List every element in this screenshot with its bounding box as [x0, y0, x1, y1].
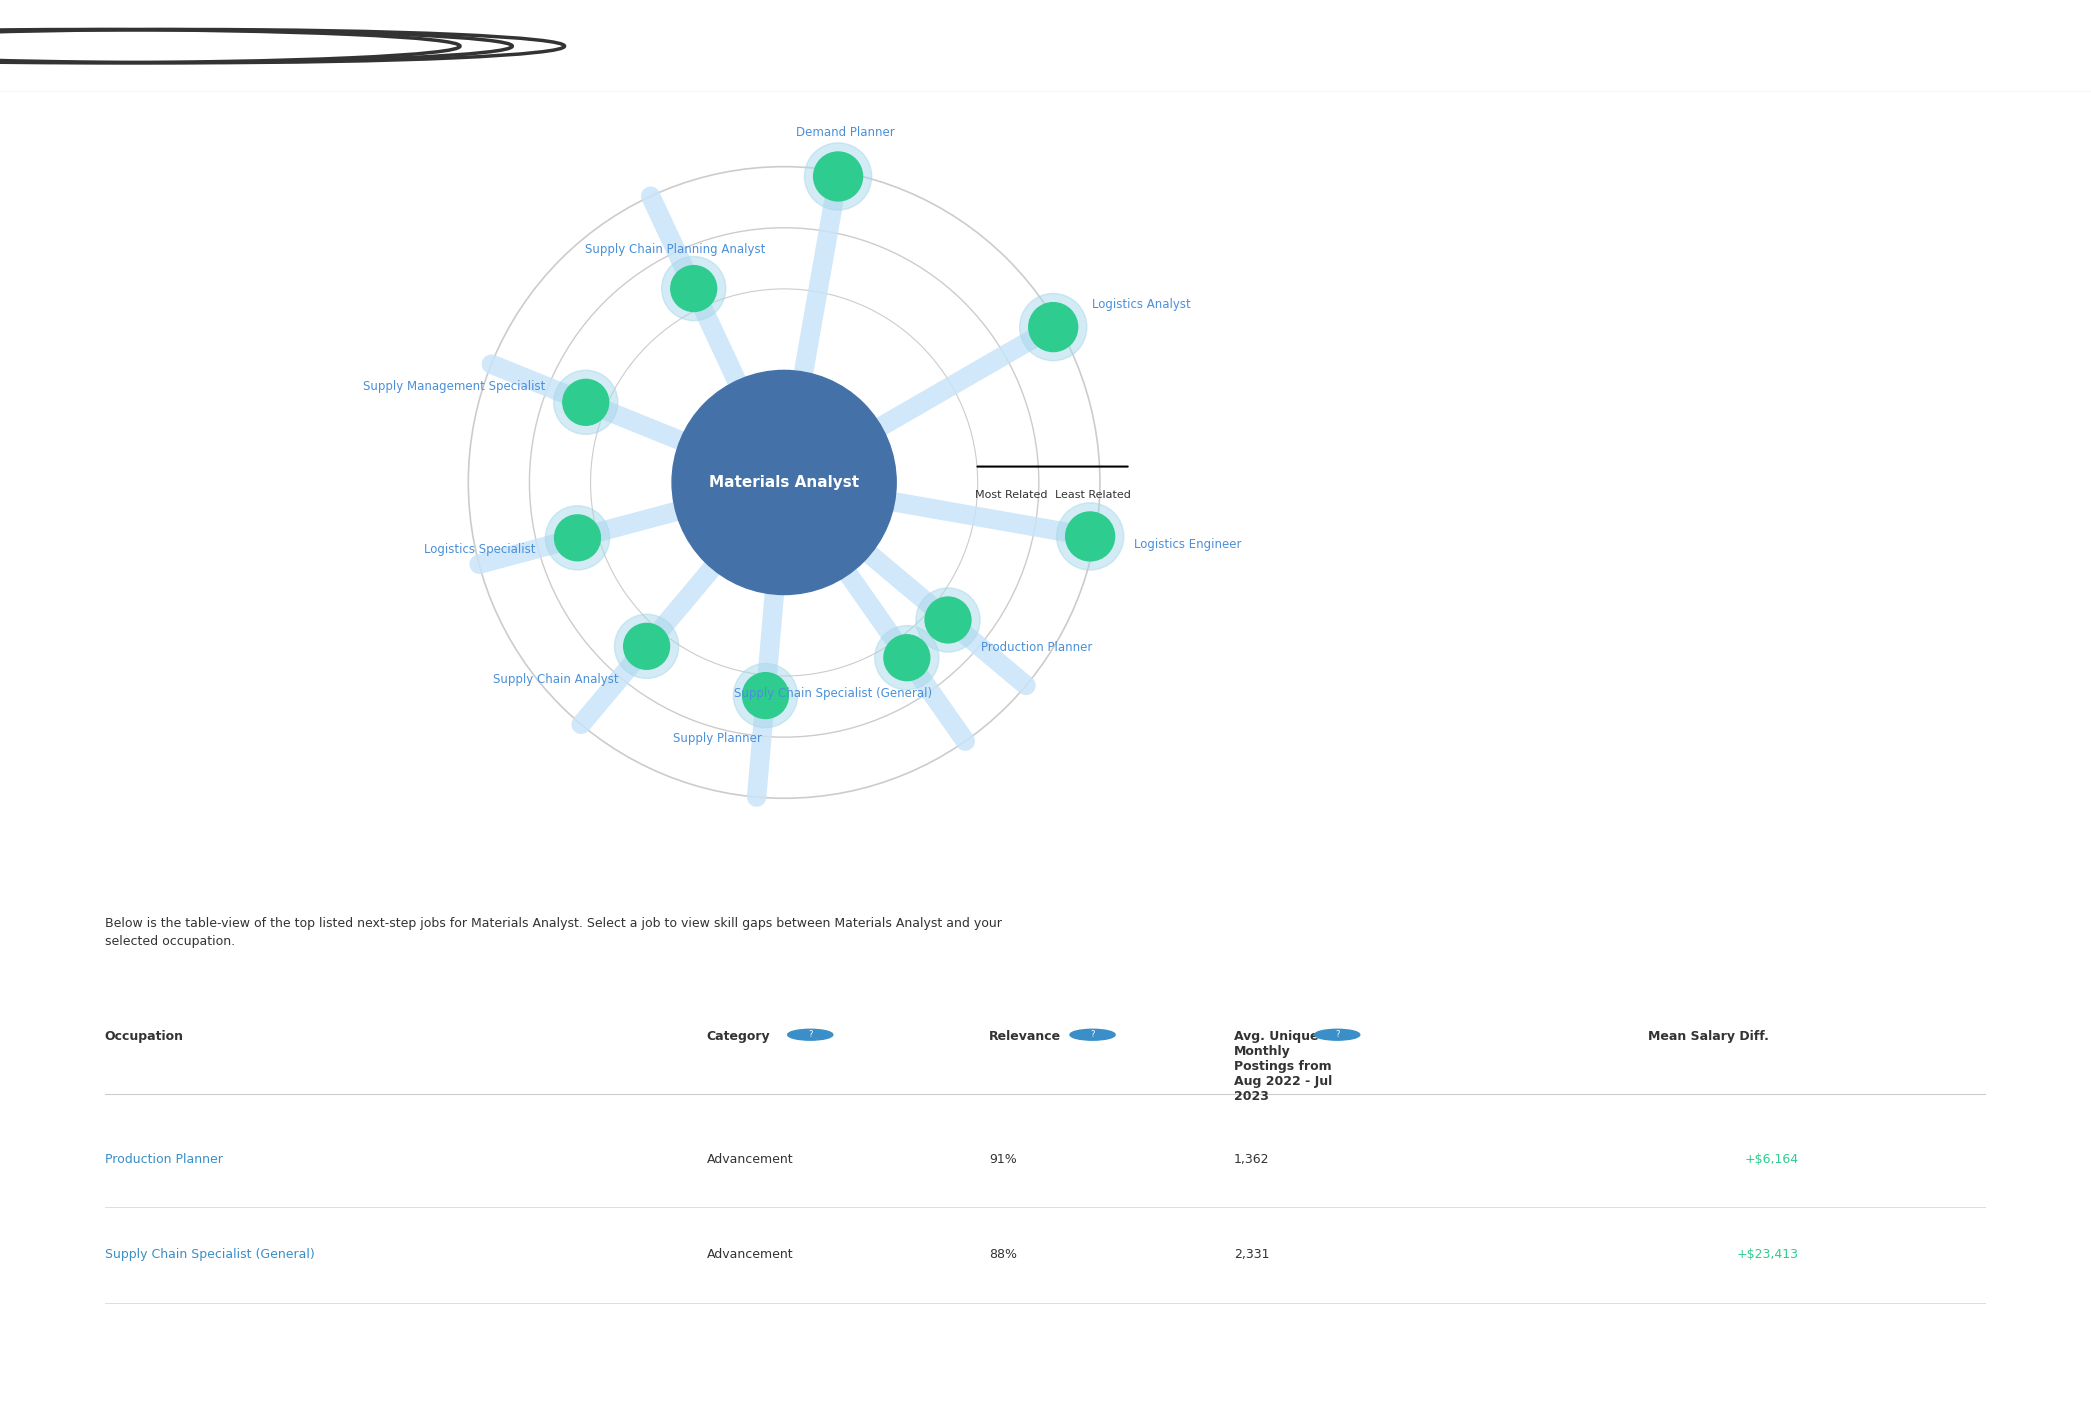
Text: Most Related: Most Related: [974, 491, 1048, 501]
Circle shape: [1066, 512, 1115, 561]
Text: Supply Chain Specialist (General): Supply Chain Specialist (General): [105, 1249, 314, 1261]
Circle shape: [554, 515, 600, 561]
Text: ?: ?: [807, 1030, 813, 1039]
Circle shape: [671, 265, 717, 312]
Text: Relevance: Relevance: [989, 1030, 1060, 1043]
Text: Least Related: Least Related: [1054, 491, 1131, 501]
Text: Supply Planner: Supply Planner: [673, 732, 761, 745]
Circle shape: [742, 673, 788, 718]
Circle shape: [1056, 502, 1123, 570]
Text: Demand Planner: Demand Planner: [797, 126, 895, 139]
Circle shape: [1029, 302, 1077, 352]
Circle shape: [562, 379, 608, 426]
Circle shape: [884, 634, 930, 681]
Text: Supply Chain Specialist (General): Supply Chain Specialist (General): [734, 687, 933, 700]
Text: Category: Category: [707, 1030, 769, 1043]
Circle shape: [1071, 1029, 1115, 1040]
Circle shape: [1315, 1029, 1359, 1040]
Circle shape: [734, 664, 797, 728]
Text: +$6,164: +$6,164: [1744, 1152, 1798, 1166]
Circle shape: [924, 597, 970, 643]
Text: 88%: 88%: [989, 1249, 1016, 1261]
Text: Advancement: Advancement: [707, 1152, 792, 1166]
Text: Occupation: Occupation: [105, 1030, 184, 1043]
Circle shape: [623, 623, 669, 670]
Text: Production Planner: Production Planner: [105, 1152, 222, 1166]
Text: Mean Salary Diff.: Mean Salary Diff.: [1648, 1030, 1769, 1043]
Text: Production Planner: Production Planner: [981, 641, 1094, 654]
Circle shape: [661, 257, 726, 321]
Text: ?: ?: [1089, 1030, 1096, 1039]
Text: +$23,413: +$23,413: [1736, 1249, 1798, 1261]
Text: ?: ?: [1334, 1030, 1340, 1039]
Circle shape: [1020, 294, 1087, 360]
Circle shape: [813, 152, 861, 201]
Text: 1,362: 1,362: [1234, 1152, 1269, 1166]
Text: Advancement: Advancement: [707, 1249, 792, 1261]
Text: Logistics Specialist: Logistics Specialist: [424, 542, 535, 555]
Circle shape: [788, 1029, 832, 1040]
Circle shape: [554, 370, 617, 434]
Circle shape: [546, 505, 611, 570]
Text: Below is the table-view of the top listed next-step jobs for Materials Analyst. : Below is the table-view of the top liste…: [105, 917, 1002, 948]
Text: Supply Chain Planning Analyst: Supply Chain Planning Analyst: [585, 243, 765, 255]
Circle shape: [805, 143, 872, 210]
Text: 2,331: 2,331: [1234, 1249, 1269, 1261]
Text: 91%: 91%: [989, 1152, 1016, 1166]
Text: Materials Analyst: Materials Analyst: [709, 475, 859, 490]
Text: Logistics Engineer: Logistics Engineer: [1133, 538, 1242, 551]
Text: Supply Management Specialist: Supply Management Specialist: [364, 380, 546, 393]
Circle shape: [671, 370, 897, 595]
Text: Avg. Unique
Monthly
Postings from
Aug 2022 - Jul
2023: Avg. Unique Monthly Postings from Aug 20…: [1234, 1030, 1332, 1103]
Circle shape: [615, 614, 680, 678]
Text: Supply Chain Analyst: Supply Chain Analyst: [493, 673, 619, 685]
Text: Logistics Analyst: Logistics Analyst: [1092, 298, 1190, 311]
Circle shape: [874, 626, 939, 690]
Circle shape: [916, 587, 981, 653]
